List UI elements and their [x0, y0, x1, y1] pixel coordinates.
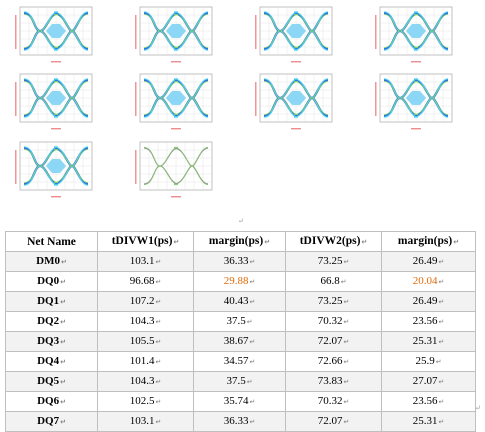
cell-tdivw2: 70.32↵ [285, 311, 382, 332]
cell-margin2: 26.49↵ [381, 291, 476, 312]
table-row: DQ0↵ 96.68↵ 29.88↵ 66.8↵ 20.04↵ [5, 271, 476, 292]
cell-margin1: 37.5↵ [193, 371, 286, 392]
table-header-row: Net Name tDIVW1(ps)↵ margin(ps)↵ tDIVW2(… [5, 231, 476, 252]
cell-margin1: 34.57↵ [193, 351, 286, 372]
eye-diagram [15, 72, 95, 134]
eye-diagram [135, 140, 215, 202]
cell-tdivw1: 105.5↵ [97, 331, 194, 352]
cell-tdivw2: 72.07↵ [285, 411, 382, 432]
cell-tdivw1: 103.1↵ [97, 411, 194, 432]
timing-margin-table: Net Name tDIVW1(ps)↵ margin(ps)↵ tDIVW2(… [5, 231, 476, 432]
cell-tdivw2: 66.8↵ [285, 271, 382, 292]
cell-margin1: 36.33↵ [193, 251, 286, 272]
header-tdivw1: tDIVW1(ps)↵ [97, 231, 194, 252]
eye-diagram [375, 72, 455, 134]
cell-tdivw2: 73.83↵ [285, 371, 382, 392]
cell-net: DQ6↵ [5, 391, 98, 412]
eye-diagram [135, 72, 215, 134]
cell-tdivw1: 107.2↵ [97, 291, 194, 312]
table-row: DQ6↵ 102.5↵ 35.74↵ 70.32↵ 23.56↵ [5, 391, 476, 412]
eye-diagram [15, 140, 95, 202]
header-tdivw2: tDIVW2(ps)↵ [285, 231, 382, 252]
cell-net: DQ4↵ [5, 351, 98, 372]
cell-net: DQ2↵ [5, 311, 98, 332]
cell-tdivw1: 101.4↵ [97, 351, 194, 372]
cell-tdivw2: 73.25↵ [285, 291, 382, 312]
cell-margin2: 20.04↵ [381, 271, 476, 292]
cell-margin1: 36.33↵ [193, 411, 286, 432]
cell-margin2: 26.49↵ [381, 251, 476, 272]
cell-margin2: 25.31↵ [381, 411, 476, 432]
cell-net: DQ7↵ [5, 411, 98, 432]
eye-diagram [135, 5, 215, 67]
eye-diagram [255, 72, 335, 134]
cell-tdivw1: 104.3↵ [97, 371, 194, 392]
cell-tdivw2: 72.07↵ [285, 331, 382, 352]
cell-margin1: 35.74↵ [193, 391, 286, 412]
table-row: DQ4↵ 101.4↵ 34.57↵ 72.66↵ 25.9↵ [5, 351, 476, 372]
table-row: DM0↵ 103.1↵ 36.33↵ 73.25↵ 26.49↵ [5, 251, 476, 272]
cell-tdivw1: 103.1↵ [97, 251, 194, 272]
table-row: DQ1↵ 107.2↵ 40.43↵ 73.25↵ 26.49↵ [5, 291, 476, 312]
header-margin1: margin(ps)↵ [193, 231, 286, 252]
cell-tdivw2: 72.66↵ [285, 351, 382, 372]
header-net-name: Net Name [5, 231, 98, 252]
cell-margin1: 40.43↵ [193, 291, 286, 312]
cell-margin2: 23.56↵ [381, 311, 476, 332]
cell-margin1: 38.67↵ [193, 331, 286, 352]
eye-diagram [15, 5, 95, 67]
cell-tdivw1: 102.5↵ [97, 391, 194, 412]
cell-tdivw1: 96.68↵ [97, 271, 194, 292]
cell-net: DQ0↵ [5, 271, 98, 292]
table-row: DQ2↵ 104.3↵ 37.5↵ 70.32↵ 23.56↵ [5, 311, 476, 332]
cell-net: DQ3↵ [5, 331, 98, 352]
cell-margin2: 23.56↵ [381, 391, 476, 412]
cell-tdivw1: 104.3↵ [97, 311, 194, 332]
cell-net: DQ5↵ [5, 371, 98, 392]
cell-tdivw2: 73.25↵ [285, 251, 382, 272]
cell-margin1: 29.88↵ [193, 271, 286, 292]
table-row: DQ5↵ 104.3↵ 37.5↵ 73.83↵ 27.07↵ [5, 371, 476, 392]
cell-tdivw2: 70.32↵ [285, 391, 382, 412]
table-row: DQ7↵ 103.1↵ 36.33↵ 72.07↵ 25.31↵ [5, 411, 476, 432]
table-row: DQ3↵ 105.5↵ 38.67↵ 72.07↵ 25.31↵ [5, 331, 476, 352]
eye-diagram [255, 5, 335, 67]
cell-net: DM0↵ [5, 251, 98, 272]
paragraph-mark: ↵ [238, 217, 244, 225]
cell-margin2: 25.31↵ [381, 331, 476, 352]
cell-margin2: 27.07↵ [381, 371, 476, 392]
header-margin2: margin(ps)↵ [381, 231, 476, 252]
eye-diagram-grid [0, 0, 485, 212]
cell-margin1: 37.5↵ [193, 311, 286, 332]
eye-diagram [375, 5, 455, 67]
paragraph-mark: ↵ [475, 404, 481, 412]
cell-margin2: 25.9↵ [381, 351, 476, 372]
cell-net: DQ1↵ [5, 291, 98, 312]
